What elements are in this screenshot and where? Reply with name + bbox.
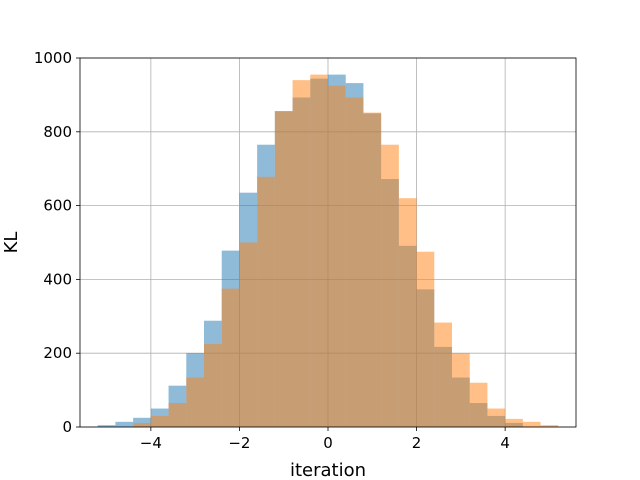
histogram-bar	[204, 343, 222, 427]
histogram-bar	[292, 80, 311, 427]
histogram-bar	[381, 144, 399, 427]
y-tick-label: 200	[43, 344, 72, 362]
histogram-bars	[97, 74, 559, 428]
histogram-bar	[133, 417, 151, 427]
histogram-bar	[257, 176, 275, 427]
histogram-bar	[168, 403, 187, 427]
histogram-bar	[239, 242, 258, 427]
histogram-bar	[398, 198, 417, 427]
histogram-bar	[345, 97, 364, 427]
series-1-bars	[133, 74, 559, 428]
y-tick-label: 600	[43, 197, 72, 215]
histogram-bar	[487, 408, 506, 427]
histogram-bar	[363, 112, 382, 427]
y-axis-label: KL	[1, 232, 22, 254]
x-tick-label: 4	[500, 434, 510, 452]
histogram-bar	[505, 418, 523, 427]
x-tick-label: −4	[140, 434, 162, 452]
histogram-bar	[469, 382, 488, 427]
y-tick-label: 800	[43, 123, 72, 141]
histogram-bar	[186, 377, 204, 427]
histogram-bar	[328, 85, 346, 428]
histogram-bar	[310, 74, 328, 427]
axis-ticks: −4 −2 0 2 4 0 200 400 600 800 1000	[34, 49, 510, 452]
x-tick-label: 0	[323, 434, 333, 452]
x-tick-label: 2	[412, 434, 422, 452]
histogram-bar	[452, 353, 470, 427]
histogram-bar	[221, 288, 240, 427]
histogram-bar	[522, 421, 541, 427]
y-tick-label: 0	[62, 418, 72, 436]
x-axis-label: iteration	[290, 460, 366, 480]
histogram-bar	[434, 322, 452, 427]
histogram-bar	[540, 425, 559, 427]
x-tick-label: −2	[228, 434, 250, 452]
y-tick-label: 400	[43, 270, 72, 288]
histogram-bar	[150, 415, 169, 427]
histogram-bar	[133, 422, 151, 427]
histogram-bar	[97, 425, 116, 427]
histogram-bar	[274, 111, 293, 428]
histogram-bar	[416, 251, 435, 427]
y-tick-label: 1000	[34, 49, 72, 67]
histogram-bar	[115, 421, 134, 427]
